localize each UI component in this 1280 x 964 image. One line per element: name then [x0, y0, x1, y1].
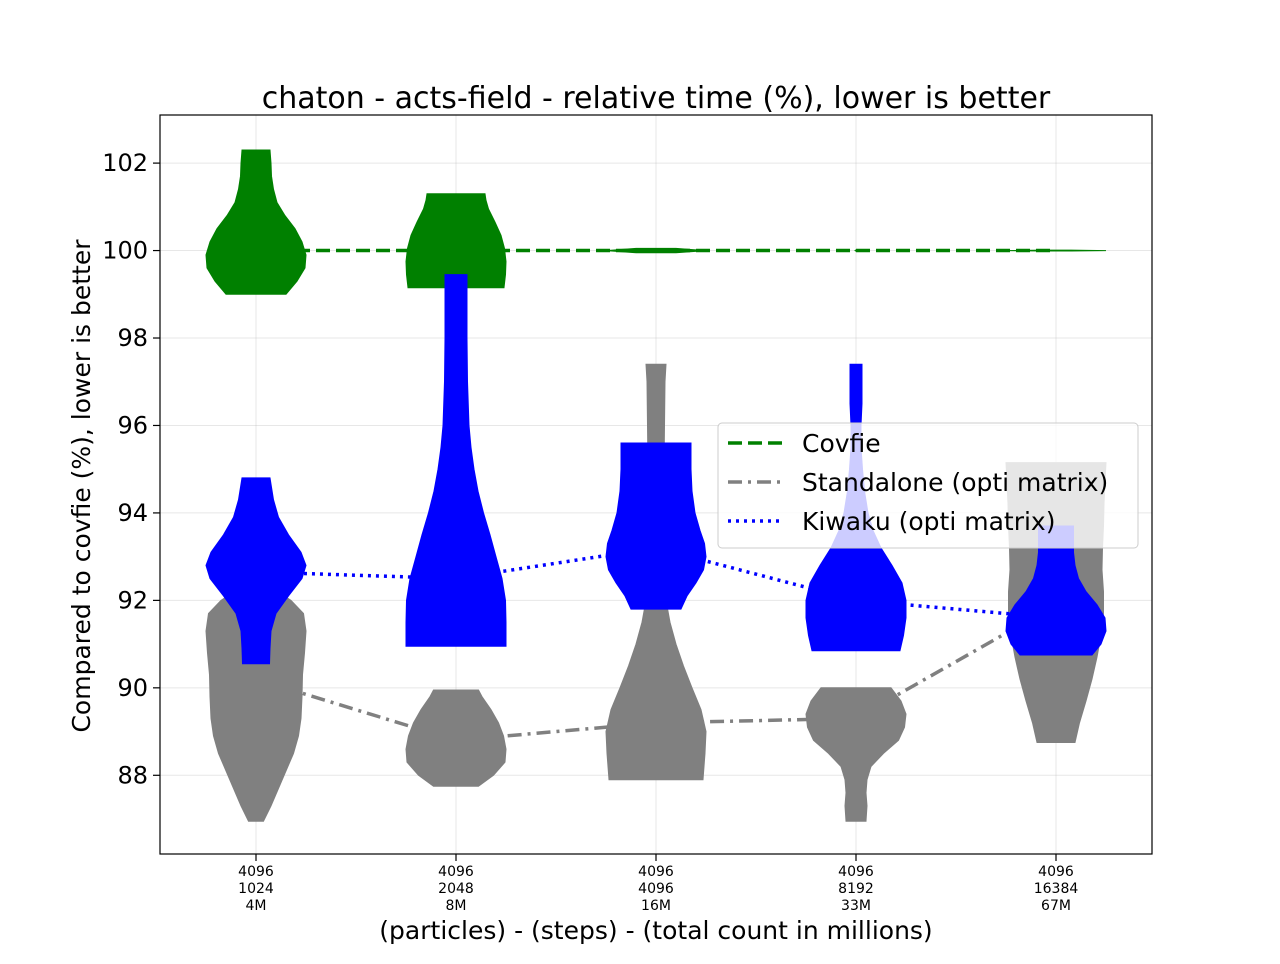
- x-tick-label: 4096 8192 33M: [838, 864, 874, 914]
- x-tick-label: 4096 1024 4M: [238, 864, 274, 914]
- legend: Covfie Standalone (opti matrix) Kiwaku (op…: [717, 422, 1139, 549]
- legend-label-3: Kiwaku (opti matrix): [802, 507, 1055, 536]
- y-tick-label: 90: [117, 674, 148, 702]
- x-tick-label-line: 4096: [838, 864, 874, 880]
- violin-3-3: [605, 442, 707, 610]
- series-line-2: [255, 603, 1057, 743]
- y-tick-label: 96: [117, 411, 148, 439]
- x-tick-label-line: 4096: [638, 864, 674, 880]
- legend-label-2: Standalone (opti matrix): [802, 468, 1108, 497]
- violin-2-2: [405, 689, 507, 787]
- y-tick-label: 88: [117, 761, 148, 789]
- x-tick-label: 4096 4096 16M: [638, 864, 674, 914]
- x-tick-label-line: 16M: [641, 898, 671, 914]
- x-tick-label-line: 1024: [238, 881, 274, 897]
- violin-2-4: [805, 687, 907, 822]
- x-tick-label-line: 16384: [1034, 881, 1079, 897]
- x-tick-label-line: 4M: [246, 898, 267, 914]
- x-tick-label: 4096 16384 67M: [1034, 864, 1079, 914]
- y-tick-label: 92: [117, 586, 148, 614]
- x-tick-label-line: 8192: [838, 881, 874, 897]
- x-tick-label-line: 8M: [446, 898, 467, 914]
- y-axis-label: Compared to covfie (%), lower is better: [67, 239, 96, 733]
- y-tick-label: 102: [102, 149, 148, 177]
- violin-1-1: [205, 149, 307, 295]
- violin-3-2: [405, 274, 507, 647]
- y-tick-label: 94: [117, 499, 148, 527]
- x-tick-label-line: 4096: [238, 864, 274, 880]
- x-tick-label-line: 4096: [438, 864, 474, 880]
- violin-3-1: [205, 477, 307, 665]
- series-line-3: [255, 546, 1057, 620]
- x-tick-label-line: 33M: [841, 898, 871, 914]
- violin-1-2: [405, 193, 507, 289]
- x-tick-label-line: 2048: [438, 881, 474, 897]
- x-axis-label: (particles) - (steps) - (total count in …: [379, 916, 932, 945]
- x-tick-label-line: 4096: [1038, 864, 1074, 880]
- chart-title: chaton - acts-field - relative time (%),…: [262, 81, 1051, 116]
- x-tick-label: 4096 2048 8M: [438, 864, 474, 914]
- y-tick-label: 98: [117, 324, 148, 352]
- legend-box: [717, 422, 1139, 549]
- x-tick-label-line: 67M: [1041, 898, 1071, 914]
- x-tick-label-line: 4096: [638, 881, 674, 897]
- legend-label-1: Covfie: [802, 429, 881, 458]
- y-tick-label: 100: [102, 237, 148, 265]
